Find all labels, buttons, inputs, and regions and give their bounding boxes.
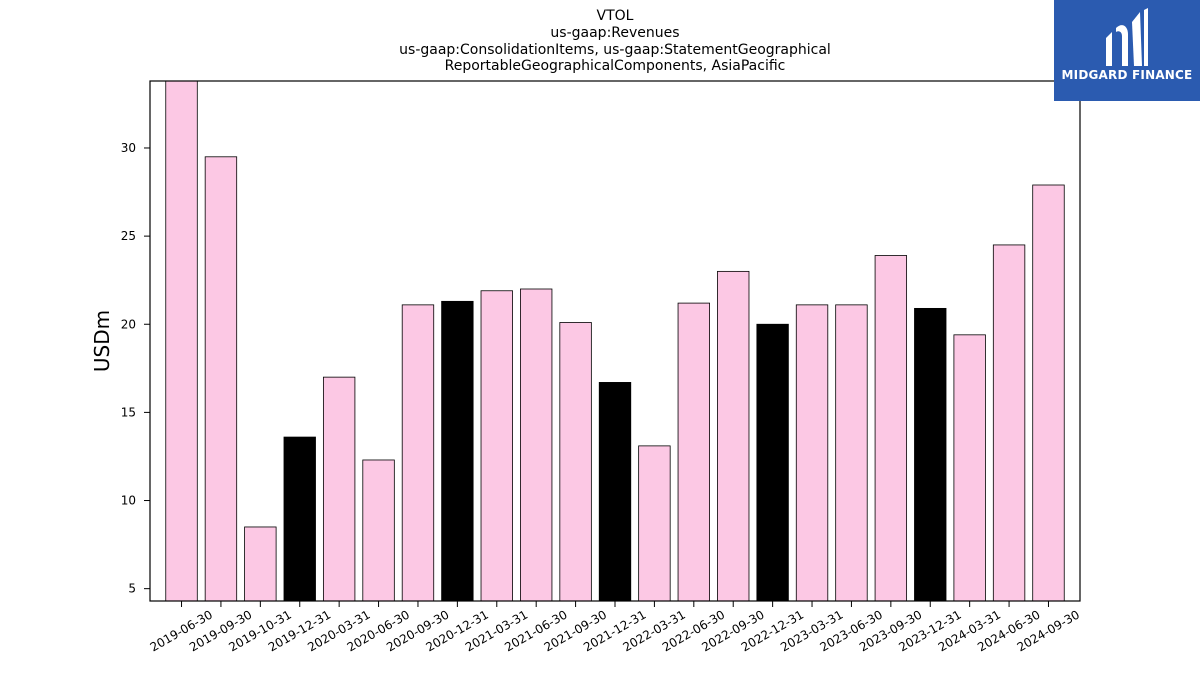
chart-title: VTOL us-gaap:Revenues us-gaap:Consolidat…	[399, 8, 831, 74]
bar-2023-06-30	[835, 304, 868, 602]
bar-2023-03-31	[795, 304, 829, 602]
bar-2024-06-30	[992, 244, 1026, 602]
y-tick-label: 20	[121, 317, 136, 331]
title-line-2: us-gaap:Revenues	[550, 25, 679, 41]
bar-2023-09-30	[874, 255, 908, 602]
logo-text: MIDGARD FINANCE	[1061, 68, 1193, 82]
title-line-4: ReportableGeographicalComponents, AsiaPa…	[445, 58, 786, 74]
bar-2024-09-30	[1032, 184, 1065, 602]
bar-2022-12-31	[756, 323, 789, 602]
bar-2022-06-30	[677, 302, 710, 602]
bar-2021-12-31	[598, 382, 632, 602]
y-tick-label: 25	[121, 229, 136, 243]
bar-2019-10-31	[244, 526, 277, 602]
bar-2022-03-31	[638, 445, 671, 602]
midgard-logo-icon	[1106, 8, 1148, 66]
title-line-3: us-gaap:ConsolidationItems, us-gaap:Stat…	[399, 42, 831, 58]
bars	[165, 80, 1065, 602]
y-tick-label: 10	[121, 494, 136, 508]
y-axis-label: USDm	[90, 310, 114, 372]
x-axis-ticks: 2019-06-302019-09-302019-10-312019-12-31…	[148, 601, 1082, 654]
y-axis-ticks: 5 10 15 20 25 30	[121, 141, 150, 596]
y-tick-label: 5	[128, 582, 136, 596]
bar-2021-03-31	[480, 290, 513, 602]
y-tick-label: 15	[121, 405, 136, 419]
plot-frame	[149, 80, 1081, 602]
bar-2020-12-31	[441, 300, 474, 602]
bar-2019-12-31	[283, 436, 316, 602]
bar-2024-03-31	[953, 334, 986, 602]
bar-2021-09-30	[559, 322, 592, 602]
y-tick-label: 30	[121, 141, 136, 155]
bar-2020-09-30	[401, 304, 435, 602]
bar-2021-06-30	[520, 288, 553, 602]
bar-2020-06-30	[362, 459, 395, 602]
bar-2022-09-30	[717, 270, 750, 602]
bar-2020-03-31	[322, 376, 356, 602]
brand-logo: MIDGARD FINANCE	[1054, 0, 1200, 101]
title-line-1: VTOL	[597, 8, 634, 24]
bar-2019-06-30	[165, 80, 198, 602]
bar-2023-12-31	[914, 307, 947, 602]
bar-2019-09-30	[204, 156, 238, 602]
